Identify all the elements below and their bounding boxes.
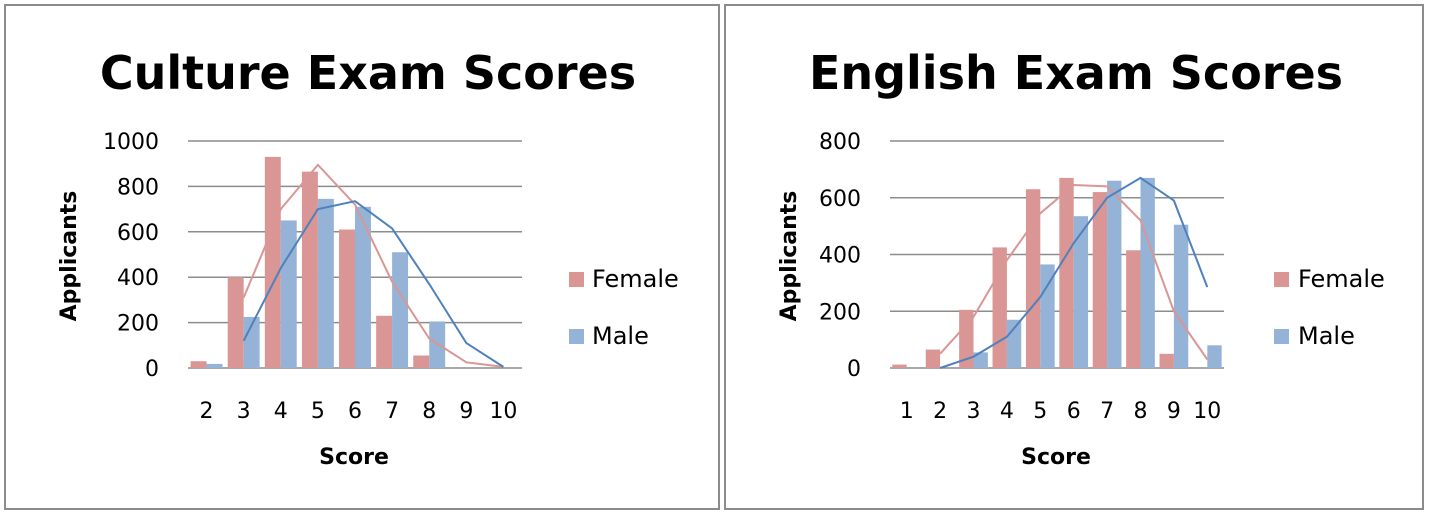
plot-area: 0 200 400 600 800 1 2 3 4 5 6 7 8 9 10	[819, 130, 1224, 424]
x-tick-label: 10	[489, 399, 517, 424]
trendline-male	[242, 200, 504, 368]
x-tick-label: 4	[274, 399, 288, 424]
culture-chart-panel: Culture Exam Scores 0 200 400 600 800 1000 2 3 4…	[4, 4, 720, 510]
bar-female-3	[227, 277, 244, 368]
y-axis-title: Applicants	[57, 191, 82, 322]
bar-female-6	[339, 229, 355, 368]
y-tick-label: 200	[819, 300, 861, 325]
x-tick-label: 3	[967, 399, 981, 424]
y-tick-label: 600	[819, 187, 861, 212]
x-tick-label: 8	[422, 399, 436, 424]
legend: Female Male	[569, 265, 679, 350]
x-tick-label: 7	[1100, 399, 1114, 424]
x-tick-label: 6	[348, 399, 362, 424]
bar-female-7	[376, 315, 393, 368]
x-tick-label: 9	[459, 399, 473, 424]
bar-male-5	[1040, 264, 1055, 368]
y-axis-title: Applicants	[777, 191, 802, 322]
y-tick-label: 200	[117, 312, 159, 337]
x-tick-label: 2	[933, 399, 947, 424]
bar-female-8	[1126, 250, 1141, 368]
x-tick-label: 2	[200, 399, 214, 424]
legend-swatch-male	[569, 329, 584, 344]
bar-male-2	[206, 363, 223, 368]
bar-male-7	[392, 252, 409, 368]
x-axis-title: Score	[1021, 445, 1091, 470]
bar-female-6	[1059, 177, 1074, 368]
legend-label-male: Male	[592, 322, 649, 350]
bar-female-2	[925, 349, 941, 368]
bar-male-5	[317, 198, 334, 368]
bar-male-7	[1107, 180, 1122, 368]
bar-female-9	[1159, 353, 1174, 368]
bar-female-5	[301, 171, 318, 368]
bar-male-4	[280, 220, 297, 368]
legend-swatch-male	[1274, 329, 1289, 344]
y-tick-label: 600	[117, 221, 159, 246]
english-chart: English Exam Scores 0 200 400 600 800 1 2 3 4 5 6 7…	[777, 46, 1385, 470]
x-tick-label: 4	[1000, 399, 1014, 424]
y-tick-label: 400	[819, 244, 861, 269]
legend-swatch-female	[1274, 272, 1289, 287]
x-tick-label: 7	[385, 399, 399, 424]
plot-area: 0 200 400 600 800 1000 2 3 4 5 6 7 8 9 10	[103, 130, 522, 424]
chart-title: English Exam Scores	[809, 46, 1343, 100]
bar-male-3	[243, 316, 260, 368]
trendline-female	[939, 183, 1209, 361]
legend-swatch-female	[569, 272, 584, 287]
x-tick-label: 6	[1067, 399, 1081, 424]
bar-male-8	[1140, 177, 1155, 368]
x-tick-label: 5	[311, 399, 325, 424]
x-tick-label: 3	[237, 399, 251, 424]
bar-male-10	[1207, 345, 1222, 368]
x-tick-label: 8	[1134, 399, 1148, 424]
bar-female-3	[959, 309, 974, 368]
bar-female-7	[1092, 192, 1108, 368]
bar-male-6	[1073, 216, 1089, 368]
bar-female-2	[190, 361, 207, 368]
chart-title: Culture Exam Scores	[100, 46, 636, 100]
bar-female-1	[892, 364, 907, 368]
trendline-female	[242, 163, 504, 368]
bar-female-4	[264, 156, 281, 368]
bar-female-8	[413, 355, 430, 368]
x-tick-label: 10	[1193, 399, 1221, 424]
x-tick-label: 5	[1033, 399, 1047, 424]
y-tick-label: 1000	[103, 130, 159, 155]
legend-label-male: Male	[1298, 322, 1355, 350]
x-tick-label: 9	[1167, 399, 1181, 424]
y-tick-label: 0	[847, 357, 861, 382]
trendline-male	[939, 176, 1209, 369]
legend-label-female: Female	[1298, 265, 1385, 293]
x-axis-title: Score	[319, 445, 389, 470]
bar-female-5	[1025, 189, 1041, 368]
y-tick-label: 400	[117, 266, 159, 291]
y-tick-label: 800	[117, 175, 159, 200]
x-tick-label: 1	[900, 399, 914, 424]
legend-label-female: Female	[592, 265, 679, 293]
culture-chart: Culture Exam Scores 0 200 400 600 800 1000 2 3 4…	[57, 46, 679, 470]
y-tick-label: 800	[819, 130, 861, 155]
bar-male-6	[355, 206, 371, 368]
english-chart-panel: English Exam Scores 0 200 400 600 800 1 2 3 4 5 6 7…	[724, 4, 1424, 510]
bar-male-9	[1173, 224, 1189, 368]
bar-male-3	[973, 352, 988, 368]
y-tick-label: 0	[145, 357, 159, 382]
legend: Female Male	[1274, 265, 1385, 350]
